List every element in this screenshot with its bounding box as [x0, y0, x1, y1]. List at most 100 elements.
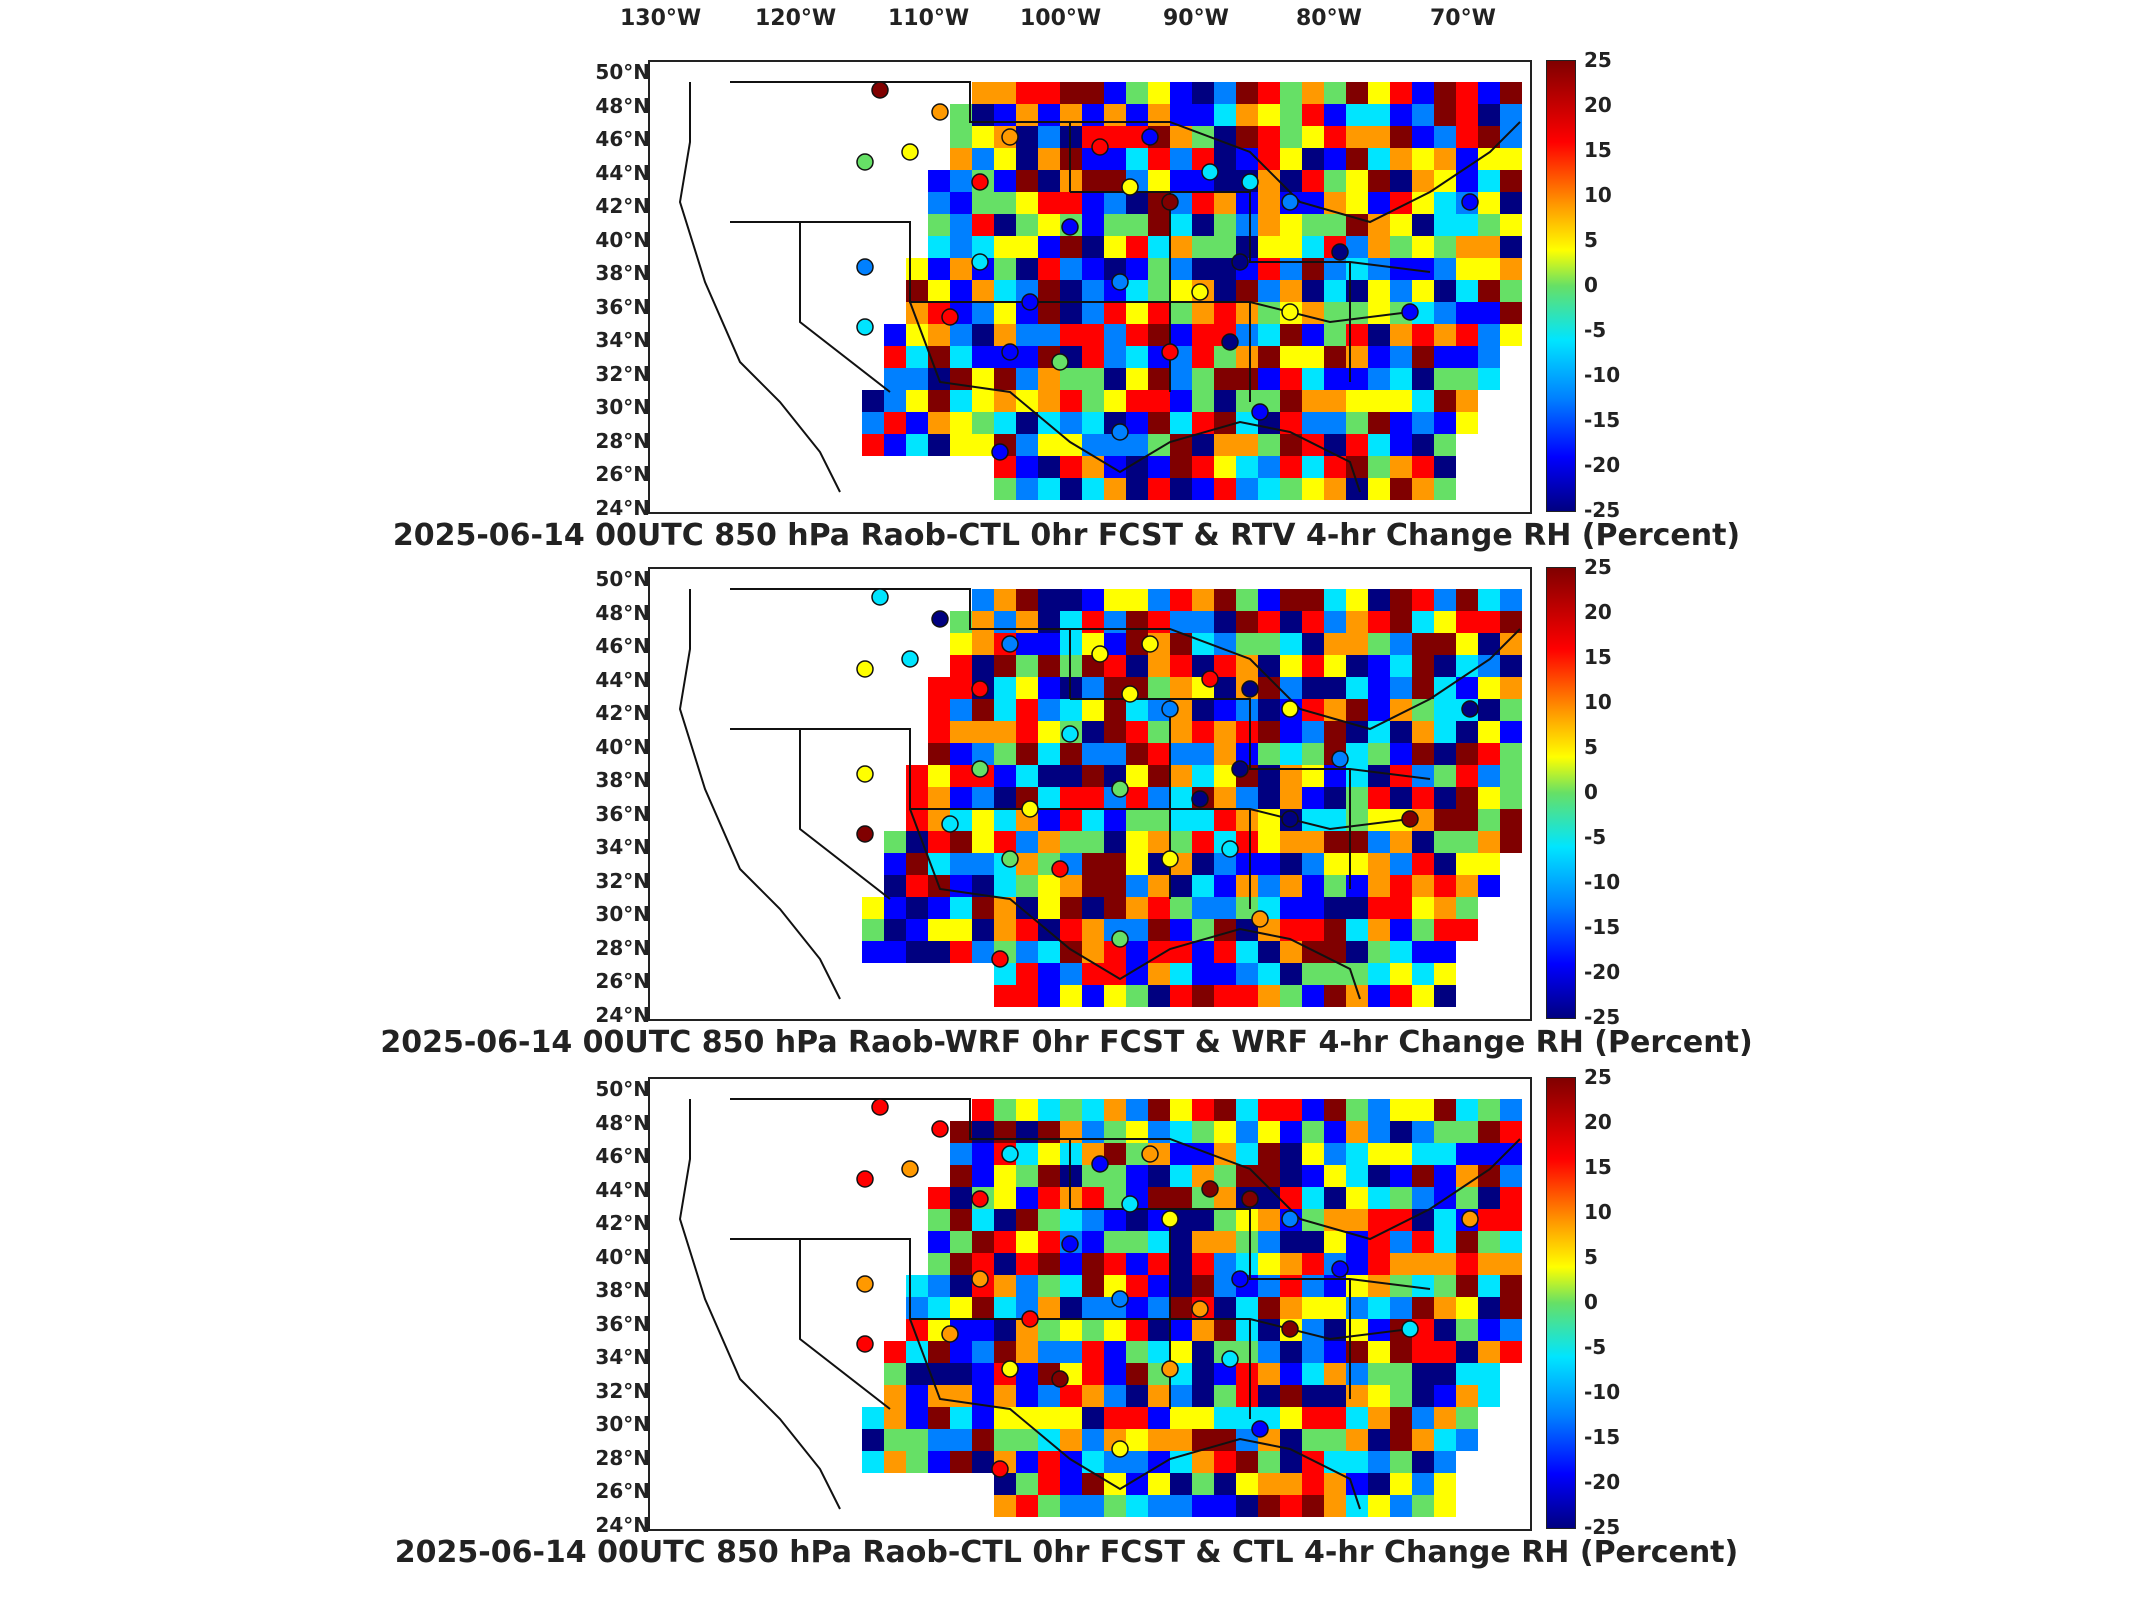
rh-field-cell — [928, 214, 950, 236]
rh-field-cell — [1500, 1297, 1522, 1319]
rh-field-cell — [1192, 1473, 1214, 1495]
rh-field-cell — [884, 346, 906, 368]
raob-station-marker — [856, 825, 874, 843]
rh-field-cell — [994, 412, 1016, 434]
rh-field-cell — [1456, 1341, 1478, 1363]
rh-field-cell — [1280, 126, 1302, 148]
rh-field-cell — [1214, 280, 1236, 302]
rh-field-cell — [1038, 1143, 1060, 1165]
rh-field-cell — [1412, 765, 1434, 787]
rh-field-cell — [1038, 390, 1060, 412]
rh-field-cell — [1434, 963, 1456, 985]
rh-field-cell — [1192, 1495, 1214, 1517]
rh-field-cell — [862, 1407, 884, 1429]
rh-field-cell — [1280, 478, 1302, 500]
rh-field-cell — [1412, 434, 1434, 456]
colorbar-tick-label: -15 — [1584, 1425, 1621, 1449]
rh-field-cell — [1412, 1341, 1434, 1363]
rh-field-cell — [1368, 324, 1390, 346]
rh-field-cell — [1126, 434, 1148, 456]
raob-station-marker — [1201, 670, 1219, 688]
raob-station-marker — [1191, 283, 1209, 301]
lat-label: 42°N — [595, 1211, 650, 1235]
rh-field-cell — [1082, 170, 1104, 192]
rh-field-cell — [1258, 1209, 1280, 1231]
rh-field-cell — [1478, 1319, 1500, 1341]
rh-field-cell — [972, 1099, 994, 1121]
rh-field-cell — [1104, 985, 1126, 1007]
rh-field-cell — [1346, 1165, 1368, 1187]
rh-field-cell — [1104, 236, 1126, 258]
rh-field-cell — [1170, 985, 1192, 1007]
rh-field-cell — [950, 104, 972, 126]
rh-field-cell — [994, 721, 1016, 743]
rh-field-cell — [1346, 192, 1368, 214]
rh-field-cell — [1390, 1297, 1412, 1319]
rh-field-cell — [1346, 148, 1368, 170]
raob-station-marker — [871, 81, 889, 99]
rh-field-cell — [1500, 1099, 1522, 1121]
lat-label: 44°N — [595, 1177, 650, 1202]
rh-field-cell — [1324, 1429, 1346, 1451]
rh-field-cell — [1456, 1121, 1478, 1143]
rh-field-cell — [1038, 831, 1060, 853]
rh-field-cell — [1346, 434, 1368, 456]
raob-station-marker — [1001, 850, 1019, 868]
state-boundary-line — [799, 222, 891, 393]
rh-field-cell — [928, 1253, 950, 1275]
rh-field-cell — [1126, 633, 1148, 655]
rh-field-cell — [1390, 1363, 1412, 1385]
rh-field-cell — [1324, 1165, 1346, 1187]
rh-field-cell — [1170, 104, 1192, 126]
rh-field-cell — [1038, 236, 1060, 258]
rh-field-cell — [1412, 1363, 1434, 1385]
rh-field-cell — [1214, 368, 1236, 390]
rh-field-cell — [950, 1407, 972, 1429]
rh-field-cell — [928, 1451, 950, 1473]
colorbar-tick-label: 25 — [1584, 1065, 1612, 1089]
rh-field-cell — [1038, 478, 1060, 500]
rh-field-cell — [1456, 1231, 1478, 1253]
raob-station-marker — [1281, 810, 1299, 828]
lat-label: 48°N — [595, 93, 650, 118]
rh-field-cell — [950, 1165, 972, 1187]
rh-field-cell — [1016, 633, 1038, 655]
raob-station-marker — [971, 760, 989, 778]
rh-field-cell — [1412, 1385, 1434, 1407]
rh-field-cell — [1192, 82, 1214, 104]
rh-field-cell — [1192, 611, 1214, 633]
rh-field-cell — [1302, 126, 1324, 148]
rh-field-cell — [972, 787, 994, 809]
rh-field-cell — [1148, 985, 1170, 1007]
rh-field-cell — [1280, 1297, 1302, 1319]
rh-field-cell — [1170, 1319, 1192, 1341]
rh-field-cell — [1302, 1297, 1324, 1319]
rh-field-cell — [1280, 1187, 1302, 1209]
rh-field-cell — [1324, 170, 1346, 192]
raob-station-marker — [1231, 1270, 1249, 1288]
rh-field-cell — [1280, 214, 1302, 236]
rh-field-cell — [1060, 1429, 1082, 1451]
rh-field-cell — [1302, 1275, 1324, 1297]
rh-field-cell — [1368, 192, 1390, 214]
rh-field-cell — [1346, 853, 1368, 875]
lat-label: 36°N — [595, 294, 650, 319]
rh-field-cell — [1214, 456, 1236, 478]
rh-field-cell — [994, 985, 1016, 1007]
raob-station-marker — [1051, 1370, 1069, 1388]
rh-field-cell — [1412, 897, 1434, 919]
rh-field-cell — [1170, 633, 1192, 655]
raob-station-marker — [1021, 1310, 1039, 1328]
rh-field-cell — [972, 1143, 994, 1165]
rh-field-cell — [1082, 611, 1104, 633]
raob-station-marker — [1191, 790, 1209, 808]
rh-field-cell — [1302, 1143, 1324, 1165]
rh-field-cell — [1016, 346, 1038, 368]
rh-field-cell — [994, 1495, 1016, 1517]
rh-field-cell — [1324, 1187, 1346, 1209]
rh-field-cell — [1258, 1363, 1280, 1385]
rh-field-cell — [1368, 1297, 1390, 1319]
raob-station-marker — [1201, 1180, 1219, 1198]
rh-field-cell — [1324, 1231, 1346, 1253]
rh-field-cell — [1214, 346, 1236, 368]
